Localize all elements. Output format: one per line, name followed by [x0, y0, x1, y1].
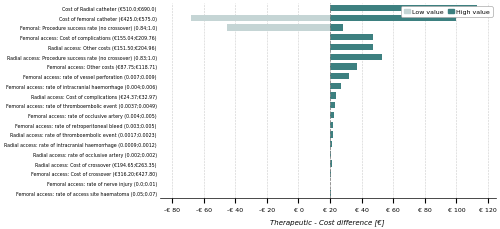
- Bar: [330, 45, 372, 51]
- Bar: [330, 170, 332, 177]
- Bar: [330, 112, 334, 119]
- Bar: [330, 142, 332, 148]
- Bar: [330, 74, 349, 80]
- Bar: [228, 25, 342, 32]
- Bar: [330, 25, 342, 32]
- Bar: [330, 161, 332, 167]
- Bar: [330, 35, 372, 41]
- Bar: [330, 103, 335, 109]
- Bar: [330, 45, 372, 51]
- Bar: [330, 64, 357, 70]
- Bar: [330, 93, 336, 99]
- Legend: Low value, High value: Low value, High value: [401, 7, 492, 18]
- Bar: [330, 6, 477, 12]
- Bar: [330, 16, 456, 22]
- Bar: [330, 151, 331, 157]
- Bar: [330, 132, 333, 138]
- Bar: [330, 93, 336, 99]
- Bar: [330, 151, 331, 157]
- Bar: [330, 35, 372, 41]
- Bar: [330, 142, 332, 148]
- Bar: [330, 64, 357, 70]
- Bar: [330, 6, 477, 12]
- Bar: [330, 161, 332, 167]
- Bar: [330, 54, 382, 60]
- Bar: [191, 16, 456, 22]
- Bar: [330, 54, 382, 60]
- Bar: [330, 122, 333, 128]
- Bar: [330, 74, 349, 80]
- X-axis label: Therapeutic - Cost difference [€]: Therapeutic - Cost difference [€]: [270, 218, 385, 225]
- Bar: [330, 122, 333, 128]
- Bar: [330, 83, 341, 90]
- Bar: [330, 132, 333, 138]
- Bar: [330, 83, 341, 90]
- Bar: [330, 170, 332, 177]
- Bar: [330, 103, 335, 109]
- Bar: [330, 112, 334, 119]
